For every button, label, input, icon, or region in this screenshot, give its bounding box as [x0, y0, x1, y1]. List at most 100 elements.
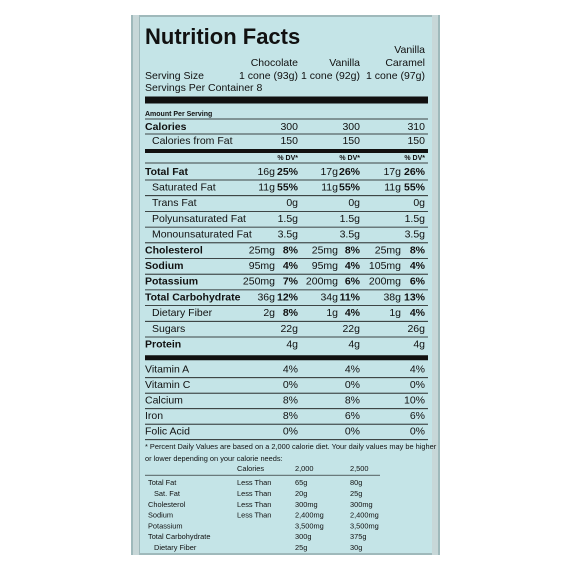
serving-size-label: Serving Size	[145, 70, 204, 82]
wood-edge	[432, 15, 438, 555]
nutrient-dv: 7%	[283, 276, 299, 288]
nutrient-amount: 17g	[383, 166, 401, 178]
serving-size: 1 cone (93g)	[239, 70, 298, 82]
nutrient-amount: 200mg	[306, 276, 338, 288]
dv-table-value: 375g	[350, 532, 366, 541]
nutrient-dv: 26%	[404, 166, 426, 178]
dv-table-label: Total Fat	[148, 478, 176, 487]
calories-value: 300	[280, 121, 298, 133]
label-panel	[140, 17, 432, 553]
calories-fat-value: 150	[407, 135, 425, 147]
dv-table-label: Sodium	[148, 511, 173, 520]
vitamin-value: 0%	[345, 379, 360, 391]
dv-table-value: 25g	[350, 489, 362, 498]
vitamin-value: 0%	[283, 379, 298, 391]
vitamin-label: Vitamin A	[145, 363, 189, 375]
nutrient-amount: 22g	[342, 323, 360, 335]
calories-fat-value: 150	[280, 135, 298, 147]
vitamin-label: Iron	[145, 410, 163, 422]
calories-label: Calories	[145, 121, 187, 133]
dv-table-value: 3,500mg	[350, 521, 379, 530]
dv-table-label: Cholesterol	[148, 500, 186, 509]
vitamin-value: 8%	[283, 394, 298, 406]
nutrient-amount: 1g	[326, 307, 338, 319]
nutrient-amount: 3.5g	[340, 229, 361, 241]
servings-per-container: Servings Per Container 8	[145, 82, 262, 94]
nutrient-dv: 55%	[404, 181, 426, 193]
nutrient-amount: 16g	[257, 166, 275, 178]
nutrient-amount: 17g	[320, 166, 338, 178]
nutrient-dv: 6%	[410, 276, 426, 288]
nutrient-amount: 3.5g	[405, 229, 426, 241]
vitamin-label: Vitamin C	[145, 379, 191, 391]
nutrient-amount: 250mg	[243, 276, 275, 288]
vitamin-label: Folic Acid	[145, 425, 190, 437]
nutrient-dv: 25%	[277, 166, 299, 178]
dv-table-header: Calories	[237, 464, 264, 473]
nutrient-dv: 8%	[283, 307, 299, 319]
dv-header: % DV*	[339, 155, 360, 162]
nutrient-dv: 11%	[340, 291, 361, 303]
nutrient-amount: 1g	[389, 307, 401, 319]
dv-table-value: 300mg	[295, 500, 318, 509]
product-name: Vanilla	[394, 44, 425, 56]
vitamin-value: 8%	[345, 394, 360, 406]
nutrient-amount: 0g	[348, 197, 360, 209]
dv-header: % DV*	[404, 155, 425, 162]
dv-table-qualifier: Less Than	[237, 478, 271, 487]
dv-table-qualifier: Less Than	[237, 511, 271, 520]
nutrient-label: Trans Fat	[152, 197, 197, 209]
nutrient-amount: 26g	[407, 323, 425, 335]
nutrient-dv: 4%	[283, 260, 299, 272]
vitamin-label: Calcium	[145, 394, 183, 406]
serving-size: 1 cone (97g)	[366, 70, 425, 82]
nutrient-label: Potassium	[145, 276, 198, 288]
vitamin-value: 0%	[345, 425, 360, 437]
dv-table-qualifier: Less Than	[237, 489, 271, 498]
dv-table-value: 3,500mg	[295, 521, 324, 530]
nutrient-amount: 200mg	[369, 276, 401, 288]
vitamin-value: 0%	[410, 425, 425, 437]
nutrient-amount: 4g	[413, 338, 425, 350]
nutrient-label: Protein	[145, 338, 181, 350]
dv-header: % DV*	[277, 155, 298, 162]
dv-table-value: 80g	[350, 478, 362, 487]
nutrient-amount: 0g	[413, 197, 425, 209]
vitamin-value: 0%	[283, 425, 298, 437]
nutrient-dv: 8%	[283, 244, 299, 256]
vitamin-value: 8%	[283, 410, 298, 422]
dv-table-value: 30g	[350, 543, 362, 552]
vitamin-value: 10%	[404, 394, 425, 406]
nutrient-amount: 25mg	[249, 244, 275, 256]
nutrient-amount: 105mg	[369, 260, 401, 272]
nutrient-dv: 4%	[345, 307, 361, 319]
nutrient-dv: 8%	[345, 244, 361, 256]
product-name: Chocolate	[251, 57, 298, 69]
dv-table-header: 2,500	[350, 464, 369, 473]
nutrient-amount: 0g	[286, 197, 298, 209]
nutrient-amount: 4g	[348, 338, 360, 350]
nutrient-amount: 36g	[257, 291, 275, 303]
nutrient-dv: 26%	[339, 166, 361, 178]
nutrient-amount: 22g	[280, 323, 298, 335]
nutrient-dv: 8%	[410, 244, 426, 256]
calories-fat-value: 150	[342, 135, 360, 147]
nutrient-label: Sugars	[152, 323, 185, 335]
nutrient-label: Total Carbohydrate	[145, 291, 241, 303]
wood-edge	[133, 15, 139, 555]
vitamin-value: 4%	[345, 363, 360, 375]
vitamin-value: 0%	[410, 379, 425, 391]
dv-table-value: 65g	[295, 478, 307, 487]
calories-fat-label: Calories from Fat	[152, 135, 233, 147]
nutrient-label: Dietary Fiber	[152, 307, 213, 319]
nutrient-label: Sodium	[145, 260, 184, 272]
nutrient-dv: 4%	[410, 307, 426, 319]
dv-table-value: 20g	[295, 489, 307, 498]
nutrient-amount: 95mg	[249, 260, 275, 272]
dv-table-value: 2,400mg	[350, 511, 379, 520]
nutrient-amount: 11g	[321, 181, 338, 193]
dv-table-qualifier: Less Than	[237, 500, 271, 509]
nutrient-amount: 1.5g	[278, 213, 299, 225]
product-name: Caramel	[385, 57, 425, 69]
